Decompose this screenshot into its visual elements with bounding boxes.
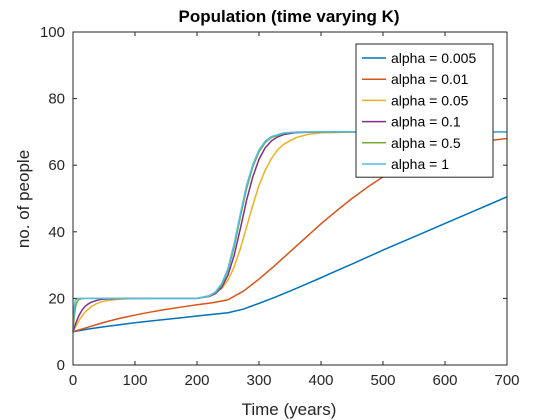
x-tick-label: 300 [246,372,271,389]
x-tick-label: 400 [308,372,333,389]
chart-title: Population (time varying K) [178,7,399,26]
series-line-3 [72,131,507,333]
y-tick-label: 40 [48,224,65,241]
axes-layer [72,31,508,366]
axes-box [72,31,508,366]
legend-entry: alpha = 0.5 [391,135,461,151]
x-tick-label: 0 [69,372,77,389]
series-layer [72,131,508,333]
x-axis-label: Time (years) [242,400,337,419]
y-tick-label: 100 [40,24,65,41]
series-line-1 [72,196,508,333]
y-tick-label: 80 [48,91,65,108]
x-tick-label: 200 [184,372,209,389]
legend-entry: alpha = 0.01 [391,71,469,87]
y-tick-label: 20 [48,290,65,307]
y-tick-label: 0 [57,357,65,374]
y-tick-label: 60 [48,157,65,174]
x-tick-label: 700 [494,372,519,389]
x-tick-label: 500 [370,372,395,389]
legend-entry: alpha = 1 [391,156,449,172]
y-axis-label: no. of people [14,150,33,248]
legend-entry: alpha = 0.1 [391,114,461,130]
series-line-6 [72,131,507,332]
legend: alpha = 0.005 alpha = 0.01 alpha = 0.05 alp… [355,43,494,178]
legend-box [355,43,494,178]
ticks-layer: 0 100 200 300 400 500 600 700 0 20 40 60 80 100 [40,24,520,389]
x-tick-label: 600 [432,372,457,389]
legend-entry: alpha = 0.005 [391,50,476,66]
legend-entry: alpha = 0.05 [391,92,469,108]
series-line-4 [72,131,507,332]
x-tick-label: 100 [122,372,147,389]
